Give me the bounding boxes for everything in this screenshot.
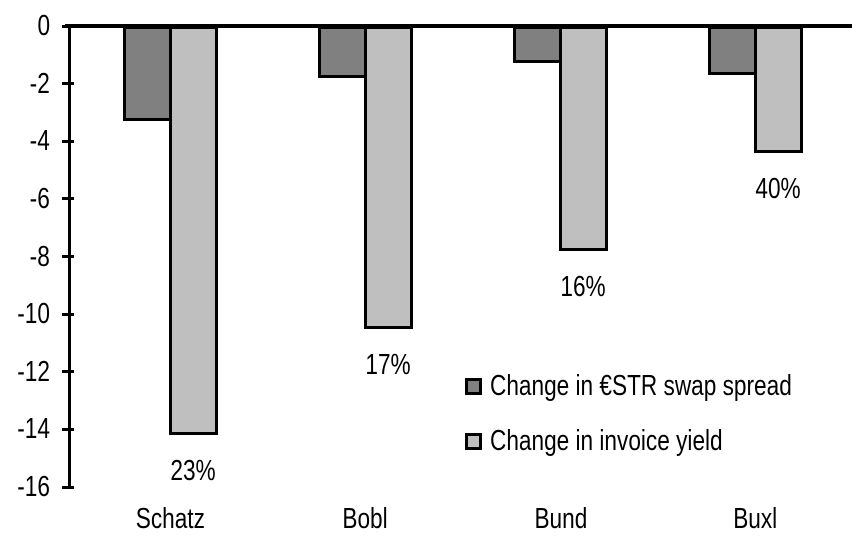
y-tick-label-text: -4	[29, 125, 50, 157]
point-label: 23%	[134, 456, 254, 486]
point-label-text: 16%	[560, 271, 607, 303]
point-label-text: 23%	[170, 455, 217, 487]
category-label-text: Bobl	[342, 503, 389, 535]
y-tick-label-text: -12	[17, 356, 50, 388]
y-tick-label: -8	[0, 242, 50, 272]
bar-invoice-yield	[559, 26, 608, 251]
y-tick-label: -2	[0, 69, 50, 99]
legend-item-swap-spread: Change in €STR swap spread	[465, 369, 852, 403]
zero-line	[65, 24, 852, 28]
bar-swap-spread	[123, 26, 172, 121]
category-label-text: Bund	[534, 503, 587, 535]
point-label-text: 17%	[365, 349, 412, 381]
legend-label-wrap: Change in invoice yield	[490, 426, 788, 456]
y-tick-label: -4	[0, 126, 50, 156]
y-tick-label-text: -8	[29, 241, 50, 273]
y-tick-label: -16	[0, 472, 50, 502]
bar-swap-spread	[513, 26, 562, 63]
y-tick-label-text: -10	[17, 298, 50, 330]
y-axis-line	[68, 26, 71, 489]
y-tick-label: -10	[0, 299, 50, 329]
category-label-text: Buxl	[733, 503, 778, 535]
legend-label-swap-spread: Change in €STR swap spread	[490, 370, 792, 402]
point-label: 16%	[524, 272, 644, 302]
legend-swatch-invoice-yield	[465, 432, 482, 450]
y-tick-label: -14	[0, 414, 50, 444]
point-label: 17%	[329, 350, 449, 380]
category-label-text: Schatz	[135, 503, 206, 535]
legend-swatch-swap-spread	[465, 377, 482, 395]
bar-invoice-yield	[169, 26, 218, 435]
y-tick-label-text: -6	[29, 183, 50, 215]
y-tick-label-text: -16	[17, 471, 50, 503]
y-tick-label: 0	[0, 11, 50, 41]
y-tick-label-text: -14	[17, 413, 50, 445]
y-tick-label-text: -2	[29, 68, 50, 100]
bar-invoice-yield	[754, 26, 803, 153]
bar-invoice-yield	[364, 26, 413, 329]
legend-label-invoice-yield: Change in invoice yield	[490, 425, 723, 457]
legend-label-wrap: Change in €STR swap spread	[490, 371, 852, 401]
category-label: Bobl	[268, 504, 463, 534]
category-label: Buxl	[658, 504, 852, 534]
point-label: 40%	[719, 174, 839, 204]
category-label: Bund	[463, 504, 658, 534]
y-tick-label: -6	[0, 184, 50, 214]
y-tick-label: -12	[0, 357, 50, 387]
category-label: Schatz	[73, 504, 268, 534]
legend: Change in €STR swap spread Change in inv…	[465, 369, 852, 479]
bar-swap-spread	[318, 26, 367, 78]
point-label-text: 40%	[755, 173, 802, 205]
bar-swap-spread	[708, 26, 757, 75]
y-tick-label-text: 0	[37, 10, 50, 42]
legend-item-invoice-yield: Change in invoice yield	[465, 424, 852, 458]
